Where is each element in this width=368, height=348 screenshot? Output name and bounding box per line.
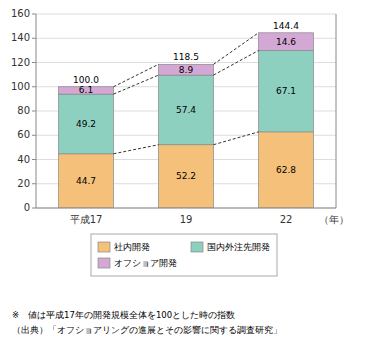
connector-line xyxy=(114,145,159,154)
y-tick-label: 0 xyxy=(24,202,30,213)
connector-line xyxy=(214,33,259,65)
connector-line xyxy=(114,75,159,94)
x-tick-label: 22 xyxy=(280,214,293,225)
legend-swatch xyxy=(191,242,203,252)
y-tick-label: 140 xyxy=(11,32,30,43)
bar-segment xyxy=(159,75,214,145)
data-label: 52.2 xyxy=(176,171,196,181)
y-tick-label: 20 xyxy=(17,178,30,189)
y-tick xyxy=(32,183,36,184)
data-labels: 44.7 49.2 6.1100.0 52.2 57.4 8.9 118.5 62.8 67.1… xyxy=(73,21,299,186)
data-label: 8.9 xyxy=(179,65,194,75)
y-tick xyxy=(32,208,36,209)
y-tick xyxy=(32,135,36,136)
legend-swatch xyxy=(98,258,110,268)
legend-item: 社内開発 xyxy=(98,242,150,252)
x-tick-label: 19 xyxy=(180,214,193,225)
data-label: 62.8 xyxy=(276,165,296,175)
footnote: ※ 値は平成17年の開発規模全体を100とした時の指数 xyxy=(12,310,235,320)
data-label: 57.4 xyxy=(176,105,196,115)
grid xyxy=(32,14,336,208)
total-label: 118.5 xyxy=(173,52,199,62)
legend-item: 国内外注先開発 xyxy=(191,242,270,252)
connector-line xyxy=(214,132,259,145)
bar-segment xyxy=(259,50,314,131)
connectors xyxy=(114,33,259,154)
legend-label: 社内開発 xyxy=(114,242,150,252)
bars xyxy=(59,33,314,208)
x-axis xyxy=(36,208,336,209)
y-tick xyxy=(32,62,36,63)
y-tick-label: 60 xyxy=(17,129,30,140)
bar-segment xyxy=(59,154,114,208)
y-tick xyxy=(32,14,36,15)
bar-segment xyxy=(59,94,114,154)
y-tick-label: 100 xyxy=(11,81,30,92)
legend-item: オフショア開発 xyxy=(98,258,177,268)
x-axis-label: （年） xyxy=(319,214,349,225)
data-label: 6.1 xyxy=(79,85,93,95)
bar-segment xyxy=(159,145,214,208)
y-tick-label: 120 xyxy=(11,57,30,68)
data-label: 67.1 xyxy=(276,86,296,96)
grid-line xyxy=(36,208,336,209)
data-label: 44.7 xyxy=(76,176,96,186)
total-label: 144.4 xyxy=(273,21,299,31)
legend-swatch xyxy=(98,242,110,252)
bar-segment xyxy=(159,64,214,75)
legend-label: 国内外注先開発 xyxy=(207,242,270,252)
x-tick-label: 平成17 xyxy=(70,214,103,225)
y-tick-label: 160 xyxy=(11,8,30,19)
y-tick xyxy=(32,38,36,39)
y-axis-right xyxy=(336,14,337,208)
bar-segment xyxy=(259,33,314,51)
y-tick xyxy=(32,159,36,160)
connector-line xyxy=(214,50,259,75)
grid-line xyxy=(36,14,336,15)
legend: 社内開発 国内外注先開発オフショア開発 xyxy=(91,234,277,276)
data-label: 49.2 xyxy=(76,119,96,129)
data-label: 14.6 xyxy=(276,37,296,47)
legend-label: オフショア開発 xyxy=(114,258,177,268)
connector-line xyxy=(114,64,159,86)
footnote: （出典）「オフショアリングの進展とその影響に関する調査研究」 xyxy=(12,325,282,335)
y-axis xyxy=(36,14,37,208)
bar-segment xyxy=(259,132,314,208)
chart: 0 20 40 60 80 100 120 140 160 44.7 49.2 6.1100.0 52.… xyxy=(0,0,368,348)
y-tick-label: 40 xyxy=(17,154,30,165)
y-tick xyxy=(32,86,36,87)
total-label: 100.0 xyxy=(73,75,99,85)
y-tick xyxy=(32,111,36,112)
y-tick-label: 80 xyxy=(17,105,30,116)
legend-frame xyxy=(91,234,277,276)
